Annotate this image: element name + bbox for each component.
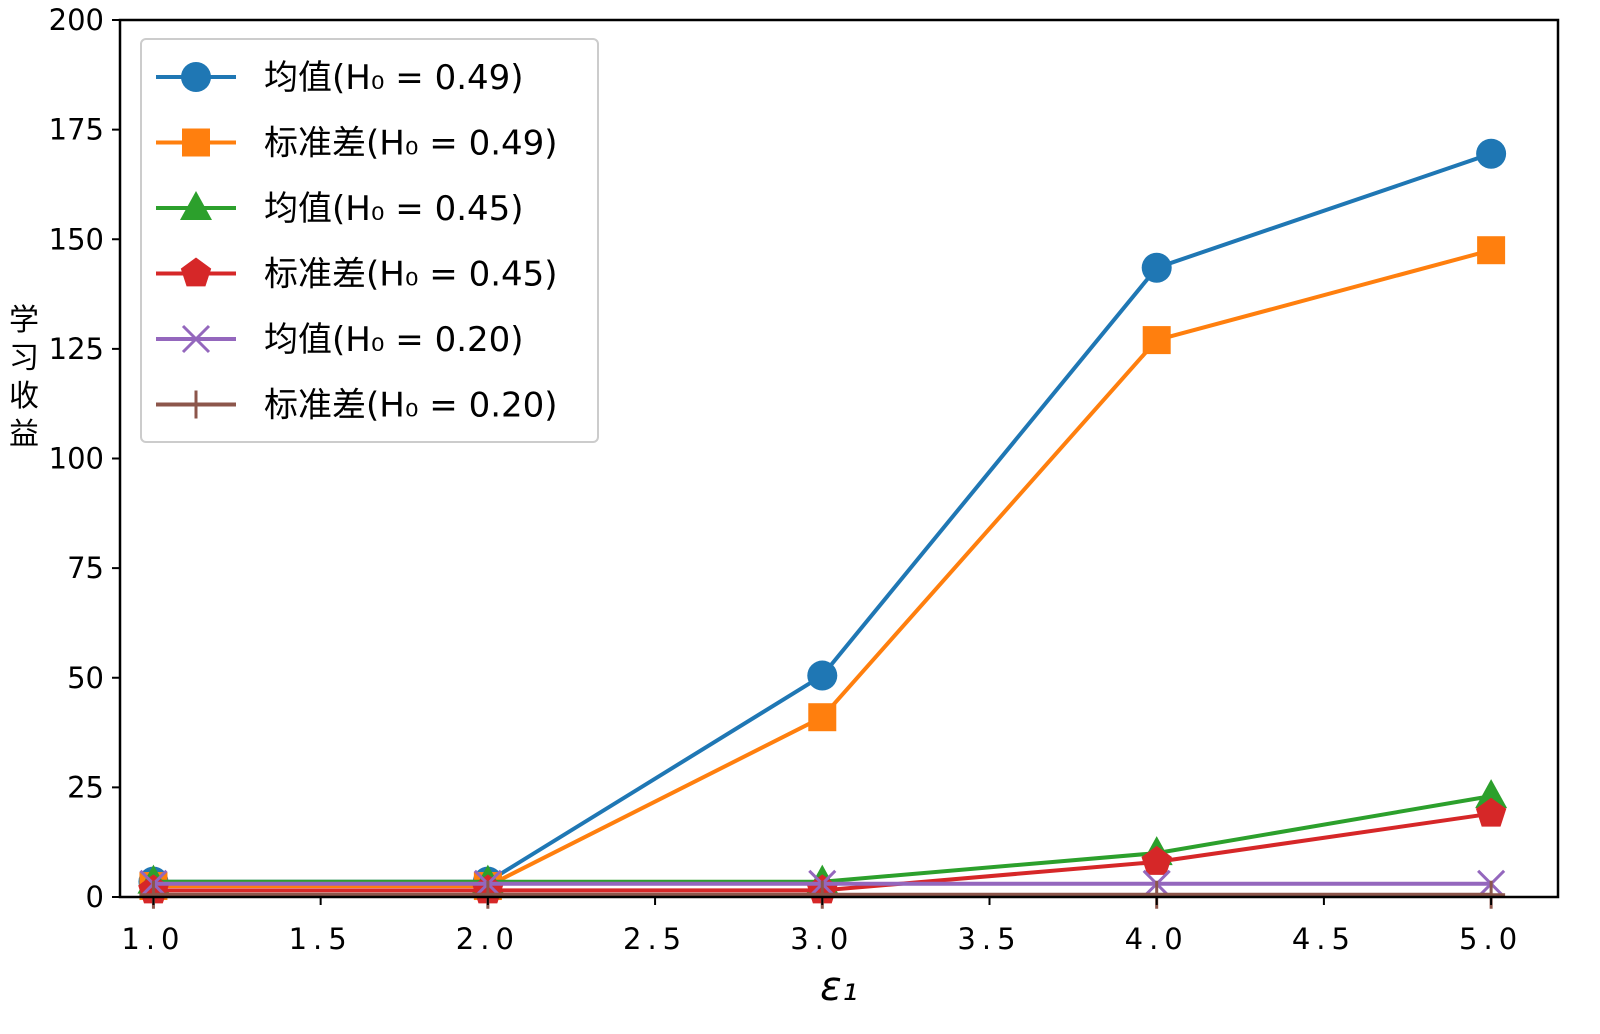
- y-axis-title-char: 学: [9, 303, 39, 338]
- y-axis-title: 学习收益: [9, 303, 39, 452]
- legend: 均值(H₀ = 0.49) 标准差(H₀ = 0.49) 均值(H₀ = 0.45)…: [140, 38, 599, 443]
- y-axis: 0 25 50 75 100 125 150 175 200: [49, 3, 120, 914]
- y-tick-label: 75: [67, 551, 104, 585]
- legend-entry-3: 均值(H₀ = 0.45): [156, 189, 524, 229]
- data-point: [1476, 138, 1507, 169]
- data-point: [1141, 845, 1172, 875]
- legend-marker: [182, 390, 210, 419]
- x-axis-title: ε₁: [820, 964, 858, 1010]
- y-axis-title-char: 益: [9, 417, 39, 452]
- y-axis-title-char: 收: [9, 379, 39, 414]
- y-tick-label: 25: [67, 770, 104, 804]
- x-tick-label: 2.5: [623, 922, 687, 956]
- data-point: [1475, 779, 1508, 809]
- x-tick-label: 4.5: [1292, 922, 1356, 956]
- y-tick-label: 50: [67, 661, 104, 695]
- data-point: [1477, 236, 1506, 265]
- legend-label: 标准差(H₀ = 0.20): [264, 386, 558, 426]
- legend-entry-1: 均值(H₀ = 0.49): [156, 58, 524, 98]
- legend-marker: [180, 191, 212, 220]
- y-tick-label: 175: [49, 113, 104, 147]
- y-tick-label: 100: [49, 442, 104, 476]
- x-tick-label: 1.5: [289, 922, 353, 956]
- legend-label: 标准差(H₀ = 0.45): [264, 255, 558, 295]
- y-axis-title-char: 习: [9, 341, 39, 376]
- y-tick-label: 0: [86, 880, 104, 914]
- legend-label: 均值(H₀ = 0.45): [264, 189, 524, 229]
- x-tick-label: 5.0: [1459, 922, 1523, 956]
- y-tick-label: 200: [49, 3, 104, 37]
- x-tick-label: 4.0: [1125, 922, 1189, 956]
- data-point: [808, 703, 837, 732]
- data-point: [807, 660, 838, 691]
- legend-marker: [180, 257, 212, 287]
- x-tick-label: 1.0: [121, 922, 185, 956]
- legend-marker: [181, 62, 211, 92]
- y-tick-label: 150: [49, 222, 104, 256]
- y-tick-label: 125: [49, 332, 104, 366]
- series-6: [139, 880, 1506, 909]
- data-point: [1141, 252, 1172, 283]
- legend-label: 均值(H₀ = 0.20): [264, 320, 524, 360]
- legend-entry-4: 标准差(H₀ = 0.45): [156, 255, 558, 295]
- x-tick-label: 2.0: [456, 922, 520, 956]
- series-layer: [137, 138, 1508, 909]
- legend-marker: [182, 128, 210, 157]
- legend-marker: [181, 324, 211, 354]
- data-point: [1142, 326, 1171, 355]
- legend-entry-5: 均值(H₀ = 0.20): [156, 320, 524, 360]
- legend-label: 标准差(H₀ = 0.49): [264, 124, 558, 164]
- legend-label: 均值(H₀ = 0.49): [264, 58, 524, 98]
- legend-box: [140, 38, 599, 443]
- data-point: [1475, 797, 1507, 827]
- x-tick-label: 3.5: [957, 922, 1021, 956]
- x-tick-label: 3.0: [790, 922, 854, 956]
- legend-entry-2: 标准差(H₀ = 0.49): [156, 124, 558, 164]
- legend-entry-6: 标准差(H₀ = 0.20): [156, 386, 558, 426]
- x-axis: 1.0 1.5 2.0 2.5 3.0 3.5 4.0 4.5 5.0: [121, 897, 1523, 956]
